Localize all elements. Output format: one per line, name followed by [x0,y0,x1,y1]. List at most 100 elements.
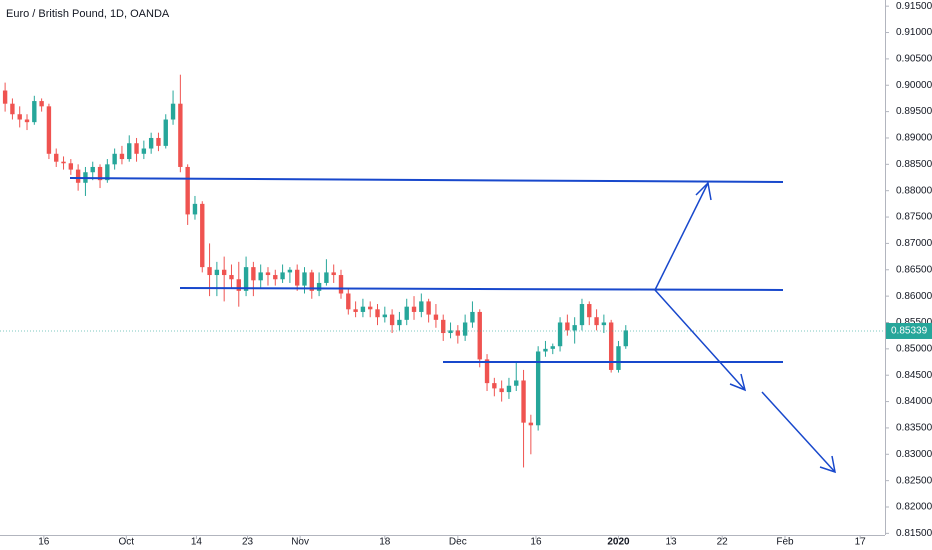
last-price-label: 0.85339 [891,326,928,337]
candle-body [579,304,585,326]
candle-body [243,267,249,291]
y-tick-label: 0.85000 [896,343,932,354]
y-tick-label: 0.91000 [896,27,932,38]
candle-body [550,346,555,349]
candle-body [229,275,234,280]
candle-body [462,322,468,336]
y-tick-label: 0.90000 [896,80,932,91]
x-tick-label: 16 [38,537,50,548]
candle-body [499,388,504,393]
candle-body [39,101,44,107]
trend-line [69,177,784,183]
x-tick-label: Nov [291,537,309,548]
candle-body [75,169,81,183]
y-tick-label: 0.89000 [896,133,932,144]
candle-body [214,269,220,276]
candle-body [265,272,271,276]
candle-body [90,166,95,173]
candle-body [141,148,147,154]
candle-body [221,269,227,276]
y-tick-label: 0.86500 [896,264,932,275]
candle-body [514,380,519,386]
candle-body [470,311,475,323]
candle-body [484,359,490,384]
x-tick-label: Dec [449,537,467,548]
arrow-line [761,391,836,473]
candle-body [360,306,366,312]
candle-body [521,380,526,423]
candle-body [258,272,263,281]
candle-body [331,272,336,276]
candle-body [587,304,592,318]
candle-body [441,319,446,334]
y-tick-label: 0.83500 [896,423,932,434]
candle-body [295,269,300,286]
candle-body [32,101,37,123]
candle-body [97,166,103,181]
y-tick-label: 0.87000 [896,238,932,249]
candle-body [46,106,52,154]
candle-body [148,137,154,149]
x-tick-label: 23 [242,537,254,548]
x-tick-label: 22 [717,537,729,548]
candle-body [61,161,66,164]
y-tick-label: 0.84000 [896,396,932,407]
arrow-line [654,182,709,291]
last-price-badge [886,322,932,339]
candle-body [17,114,22,120]
candle-body [2,90,8,104]
chart-title: Euro / British Pound, 1D, OANDA [6,8,170,20]
candle-body [178,103,183,167]
candle-body [368,306,373,310]
x-tick-label: 2020 [607,537,630,548]
arrow-head [695,181,712,201]
candle-body [426,301,431,315]
x-tick-label: Feb [776,537,794,548]
candle-body [535,351,541,426]
y-tick-label: 0.89500 [896,106,932,117]
candle-body [156,137,161,146]
y-tick-label: 0.88000 [896,185,932,196]
x-tick-label: 18 [379,537,391,548]
candle-body [338,275,344,294]
candle-body [419,301,424,312]
candle-body [601,322,607,326]
candle-body [10,103,15,115]
candle-body [397,319,402,326]
candle-body [105,164,110,181]
candle-body [492,383,497,389]
candle-body [192,203,198,215]
candle-body [119,153,125,160]
y-tick-label: 0.83000 [896,449,932,460]
y-tick-label: 0.85500 [896,317,932,328]
candle-body [433,314,439,320]
trend-line [179,287,784,291]
candle-body [324,272,329,283]
x-tick-label: 13 [665,537,677,548]
y-tick-label: 0.90500 [896,54,932,65]
candle-body [616,346,621,370]
candle-body [375,309,380,318]
arrow-head [729,373,747,392]
candle-body [309,272,314,291]
candle-body [236,279,241,291]
candle-body [273,275,278,280]
y-tick-label: 0.84500 [896,370,932,381]
candle-body [565,322,570,331]
candle-body [251,267,256,281]
candle-body [623,330,628,347]
candle-body [207,267,212,276]
candle-body [608,322,614,370]
x-tick-label: 14 [191,537,203,548]
candle-body [389,314,395,326]
y-tick-label: 0.87500 [896,212,932,223]
y-tick-label: 0.81500 [896,528,932,539]
candle-body [594,317,599,326]
candle-body [543,348,548,352]
candle-body [404,306,409,320]
candle-body [185,166,190,215]
candle-body [506,385,512,393]
candle-body [557,322,563,347]
